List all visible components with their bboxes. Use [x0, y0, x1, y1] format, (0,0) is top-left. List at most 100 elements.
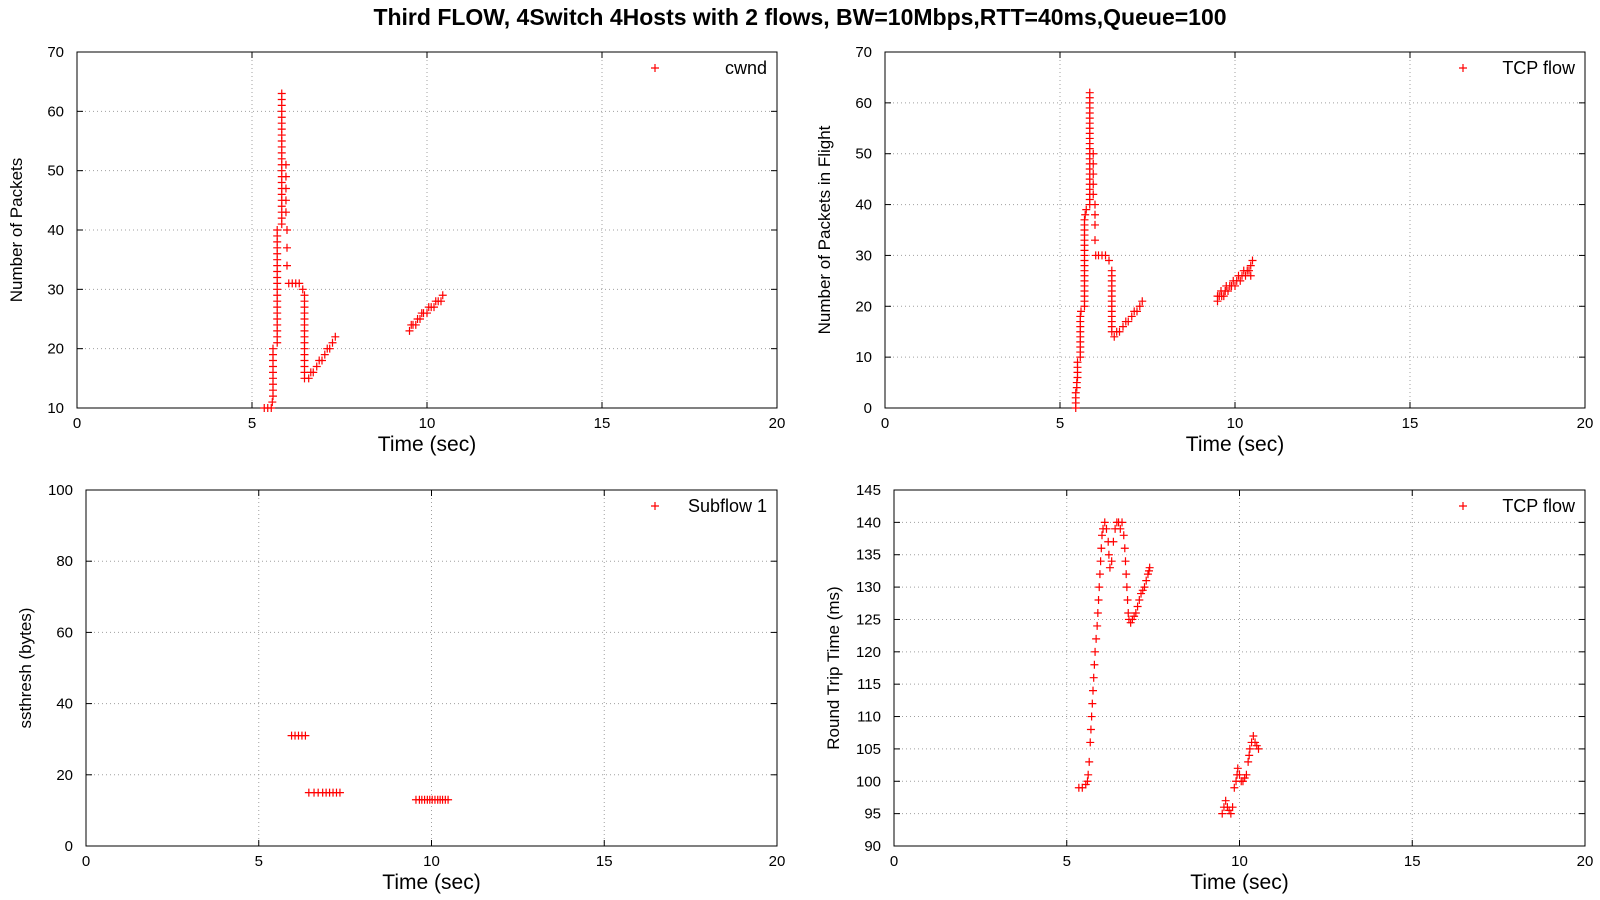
x-tick-label: 20 [1577, 415, 1594, 432]
data-point [438, 291, 447, 300]
y-tick-label: 0 [864, 400, 872, 417]
data-point [1221, 796, 1230, 805]
data-point [1233, 764, 1242, 773]
legend-label: TCP flow [1502, 496, 1576, 516]
data-point [1073, 358, 1082, 367]
y-tick-label: 30 [47, 281, 64, 298]
y-tick-label: 0 [65, 838, 73, 855]
data-point [1085, 88, 1094, 97]
data-point [430, 303, 438, 312]
data-point [1224, 287, 1232, 296]
data-point [1090, 660, 1099, 669]
y-tick-label: 10 [855, 349, 872, 366]
data-point [1249, 731, 1258, 740]
data-point [1228, 803, 1237, 812]
data-point [1118, 518, 1127, 527]
subplot-cwnd: 0 5 10 15 20 10 20 30 40 50 60 70 Time (sec) Number o… [7, 44, 785, 456]
y-tick-label: 60 [47, 103, 64, 120]
data-point [1145, 563, 1154, 572]
y-tick-label: 130 [856, 579, 881, 596]
data-point [423, 309, 431, 318]
y-axis-label: Number of Packets [7, 158, 26, 303]
legend-marker [651, 64, 659, 72]
y-axis-label: Number of Packets in Flight [815, 125, 834, 334]
y-tick-label: 120 [856, 644, 881, 661]
figure-title: Third FLOW, 4Switch 4Hosts with 2 flows,… [373, 4, 1227, 30]
data-point [1131, 608, 1140, 617]
data-point [1245, 266, 1253, 275]
data-point [331, 332, 340, 341]
data-point [1089, 149, 1098, 158]
data-point [1094, 596, 1103, 605]
y-tick-label: 140 [856, 514, 881, 531]
data-point [1092, 634, 1101, 643]
data-point [1089, 180, 1098, 189]
plot-frame [85, 489, 778, 847]
subplot-packets-in-flight: 0 5 10 15 20 0 10 20 30 40 50 60 70 Time (sec) Number … [815, 44, 1593, 456]
y-tick-label: 80 [56, 553, 73, 570]
data-point [1081, 210, 1090, 219]
data-point [1122, 570, 1131, 579]
data-point [1107, 557, 1116, 566]
data-point [437, 297, 445, 306]
x-tick-label: 10 [423, 853, 440, 870]
y-tick-label: 20 [47, 341, 64, 358]
data-point [1135, 596, 1144, 605]
y-tick-label: 145 [856, 482, 881, 499]
data-point [1105, 563, 1114, 572]
y-tick-label: 90 [864, 838, 881, 855]
data-point [1091, 210, 1099, 219]
data-point [1245, 751, 1254, 760]
data-point [1071, 388, 1080, 397]
plot-frame [893, 489, 1586, 847]
data-point [1086, 738, 1095, 747]
x-tick-label: 15 [594, 415, 611, 432]
y-tick-label: 50 [855, 146, 872, 163]
legend-marker [1459, 502, 1467, 510]
data-point [1095, 570, 1104, 579]
data-point [1226, 809, 1235, 818]
data-point [1100, 518, 1109, 527]
data-point [1116, 524, 1125, 533]
data-point [1230, 783, 1239, 792]
y-tick-label: 10 [47, 400, 64, 417]
data-point [304, 374, 313, 383]
data-point [1097, 544, 1106, 553]
legend-label: cwnd [725, 58, 767, 78]
data-point [1089, 170, 1098, 179]
x-tick-label: 5 [255, 853, 263, 870]
x-tick-label: 10 [1227, 415, 1244, 432]
data-point [1121, 557, 1130, 566]
x-tick-label: 5 [248, 415, 256, 432]
x-tick-label: 10 [1231, 853, 1248, 870]
data-point [335, 788, 344, 797]
data-point [1242, 770, 1251, 779]
y-tick-label: 110 [857, 709, 881, 726]
data-point [281, 208, 290, 217]
data-point [1236, 276, 1245, 285]
x-tick-label: 5 [1056, 415, 1064, 432]
data-point [320, 350, 329, 359]
data-point [273, 226, 282, 234]
data-point [318, 356, 326, 365]
legend-label: Subflow 1 [688, 496, 767, 516]
data-point [1083, 777, 1092, 786]
data-point [312, 362, 321, 371]
x-tick-label: 0 [73, 415, 81, 432]
y-tick-label: 95 [864, 806, 881, 823]
data-point [1135, 302, 1144, 311]
data-point [1115, 327, 1124, 336]
y-tick-label: 20 [56, 767, 73, 784]
data-point [1244, 757, 1253, 766]
data-point [1142, 576, 1151, 585]
data-point [281, 172, 290, 181]
x-tick-label: 15 [596, 853, 613, 870]
data-point [1120, 544, 1129, 553]
data-point [1127, 312, 1136, 321]
data-point [1248, 256, 1257, 265]
data-point [1093, 621, 1102, 630]
data-point [269, 344, 277, 353]
data-point [1231, 281, 1239, 290]
data-point [1235, 770, 1244, 779]
